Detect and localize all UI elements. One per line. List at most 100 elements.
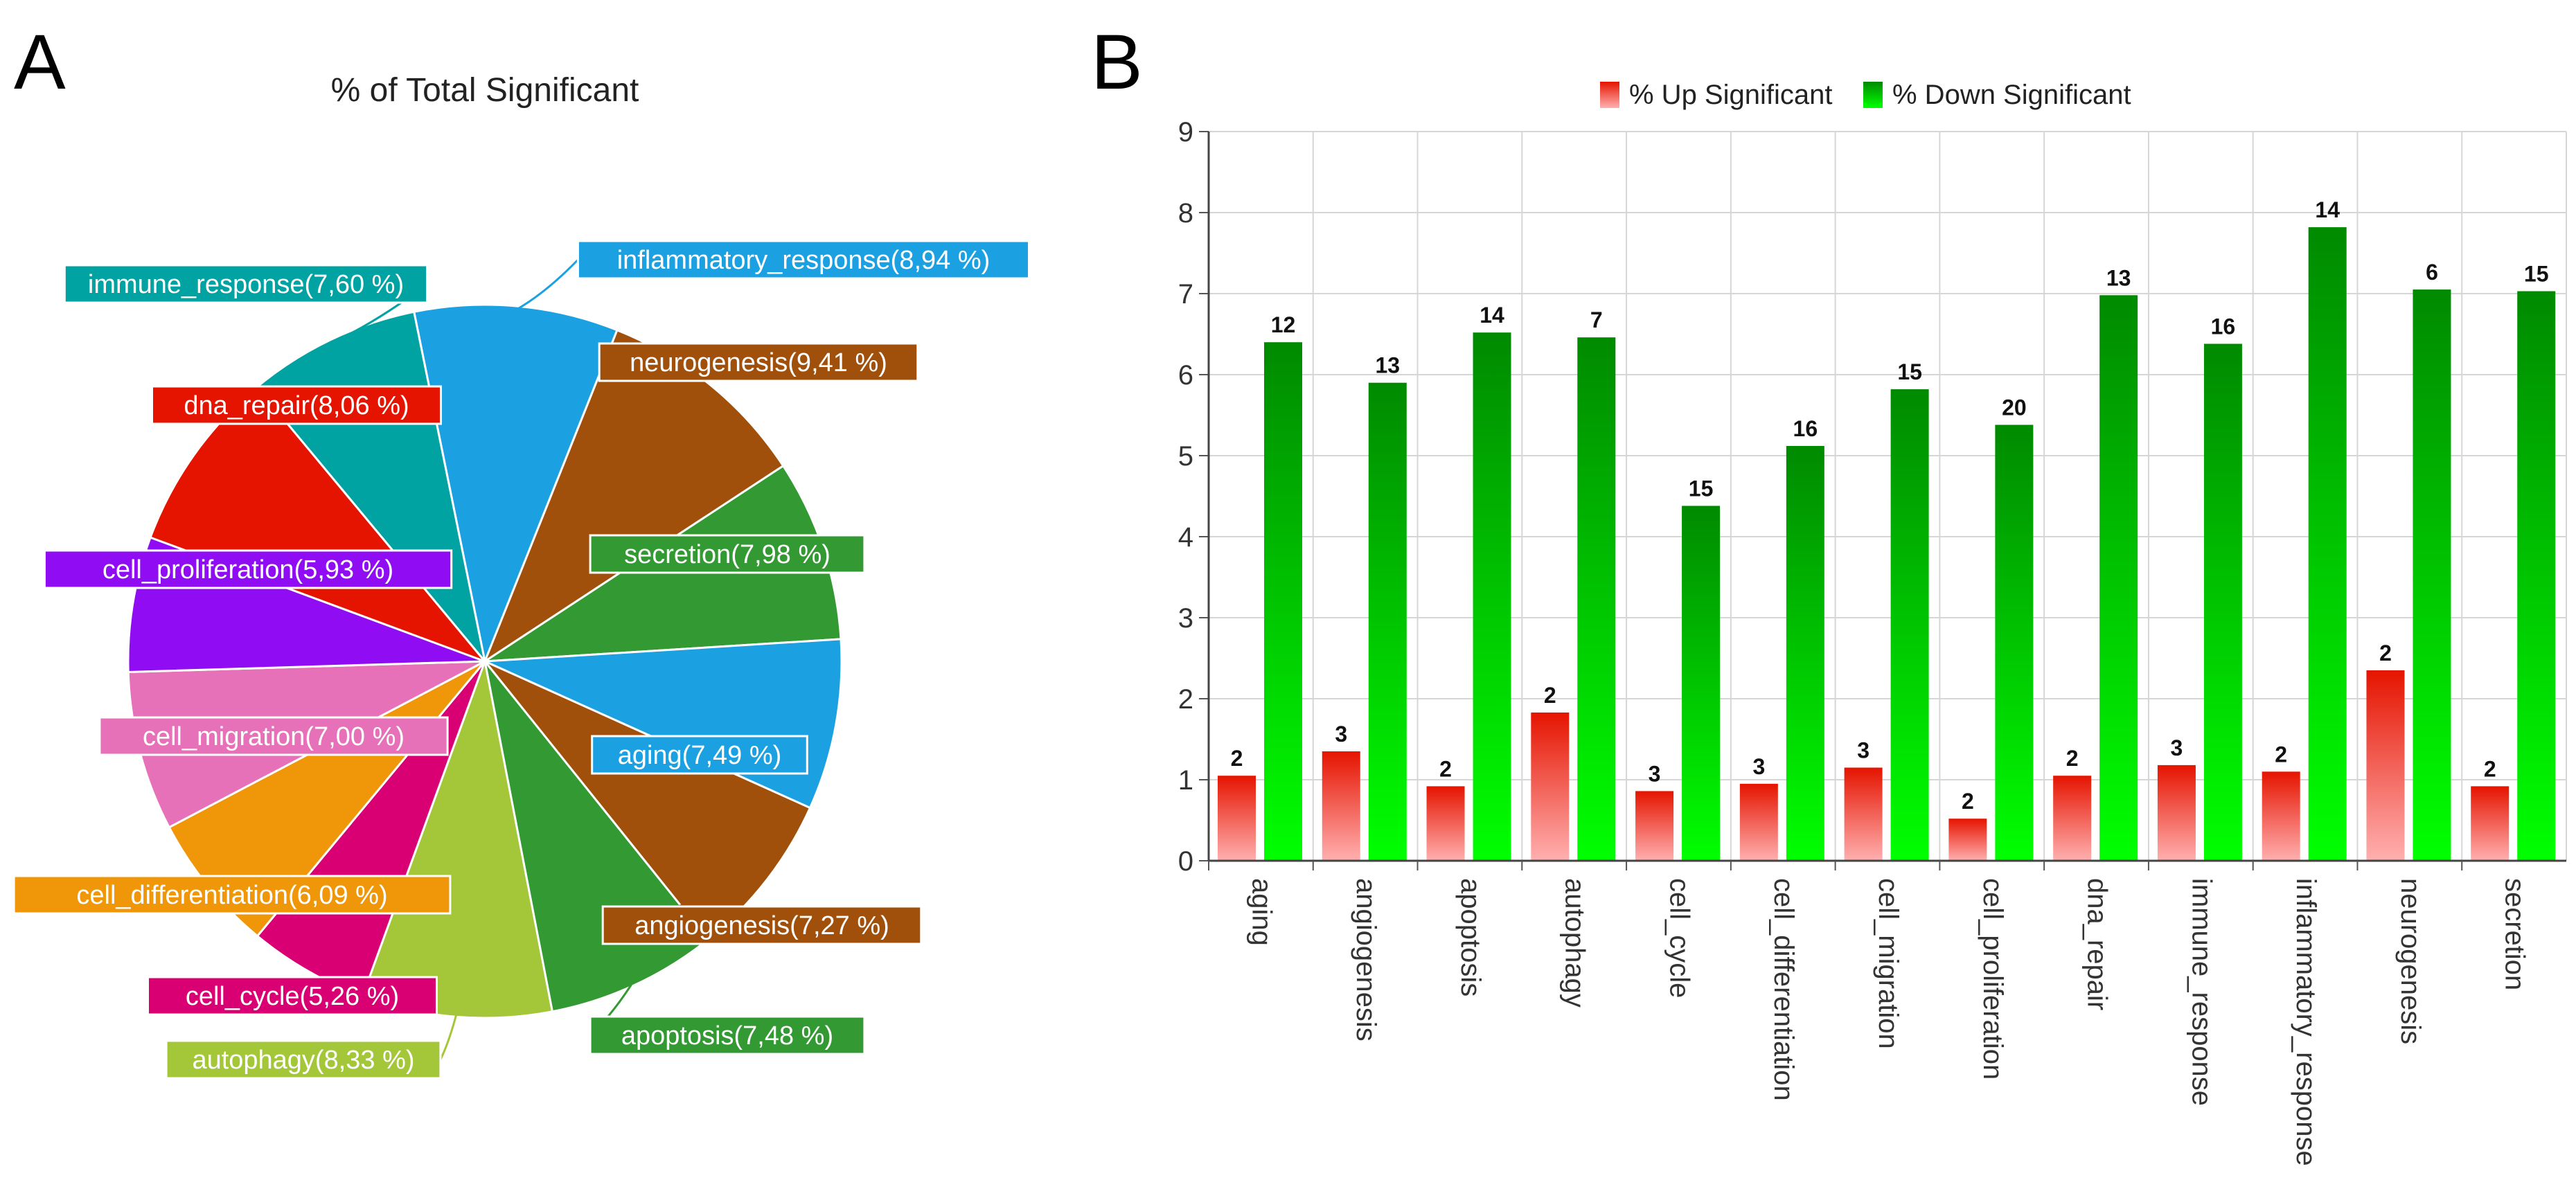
bar-up-angiogenesis	[1322, 751, 1360, 861]
pie-label-box	[589, 1015, 866, 1055]
y-tick-label: 6	[1178, 360, 1193, 391]
pie-label-box	[63, 264, 429, 304]
pie-label-apoptosis: apoptosis(7,48 %)	[589, 1015, 866, 1055]
pie-label-cell-differentiation: cell_differentiation(6,09 %)	[12, 875, 452, 915]
legend-item-up: % Up Significant	[1600, 80, 1832, 110]
pie-leader-autophagy	[439, 1013, 458, 1060]
bar-value-label: 2	[1962, 789, 1974, 814]
bar-value-label: 2	[2379, 641, 2392, 665]
bar-x-axis-ticks: aging angiogenesis apoptosis autophagy cell_…	[1208, 861, 2530, 1166]
pie-title: % of Total Significant	[331, 72, 639, 109]
bar-down-angiogenesis	[1368, 382, 1407, 861]
bar-value-label: 3	[1752, 754, 1765, 779]
bar-value-label: 2	[1231, 746, 1243, 771]
pie-label-cell-cycle: cell_cycle(5,26 %)	[147, 976, 438, 1016]
bar-value-label: 16	[2211, 314, 2236, 339]
bar-up-immune-response	[2157, 765, 2196, 861]
pie-label-immune-response: immune_response(7,60 %)	[63, 264, 429, 304]
pie-label-cell-proliferation: cell_proliferation(5,93 %)	[43, 549, 453, 589]
x-tick-label-inflammatory-response: inflammatory_response	[2291, 878, 2321, 1166]
x-tick-label-cell-proliferation: cell_proliferation	[1978, 878, 2008, 1080]
bar-y-axis-ticks: 0 1 2 3 4 5 6 7 8 9	[1178, 117, 1209, 877]
bar-value-label: 2	[2484, 756, 2496, 781]
bar-gridlines	[1208, 131, 2567, 861]
pie-label-box	[591, 735, 808, 775]
bar-value-label: 3	[1649, 761, 1661, 786]
y-tick-label: 4	[1178, 522, 1193, 553]
legend-swatch	[1600, 82, 1619, 108]
x-tick-label-aging: aging	[1246, 878, 1277, 946]
x-tick-label-angiogenesis: angiogenesis	[1351, 878, 1381, 1042]
y-tick-label: 1	[1178, 765, 1193, 796]
y-tick-label: 7	[1178, 279, 1193, 310]
x-tick-label-autophagy: autophagy	[1560, 878, 1590, 1008]
pie-label-text: aging(7,49 %)	[618, 741, 782, 770]
bar-value-label: 13	[1375, 353, 1400, 378]
bar-value-label: 2	[1439, 756, 1452, 781]
pie-label-text: cell_cycle(5,26 %)	[186, 982, 399, 1011]
pie-label-text: angiogenesis(7,27 %)	[634, 911, 889, 940]
pie-label-text: neurogenesis(9,41 %)	[630, 348, 887, 377]
pie-label-text: apoptosis(7,48 %)	[621, 1021, 833, 1051]
bar-value-label: 15	[2524, 262, 2549, 287]
bar-up-aging	[1218, 776, 1256, 861]
y-tick-label: 5	[1178, 441, 1193, 472]
bar-down-neurogenesis	[2413, 289, 2451, 861]
pie-label-text: cell_migration(7,00 %)	[143, 722, 405, 751]
pie-chart: % of Total Significant inflammatory_resp…	[12, 72, 1030, 1080]
bar-value-label: 14	[1480, 303, 1504, 328]
bar-down-aging	[1264, 342, 1302, 861]
bar-down-dna-repair	[2099, 295, 2138, 861]
pie-label-dna-repair: dna_repair(8,06 %)	[151, 385, 442, 425]
pie-label-box	[151, 385, 442, 425]
bar-value-label: 6	[2426, 260, 2438, 285]
x-tick-label-cell-differentiation: cell_differentiation	[1768, 878, 1799, 1101]
bar-down-apoptosis	[1473, 332, 1511, 861]
bar-down-cell-cycle	[1682, 506, 1721, 861]
bar-up-cell-cycle	[1635, 791, 1674, 861]
pie-label-text: dna_repair(8,06 %)	[184, 391, 409, 420]
bar-value-label: 2	[2066, 746, 2079, 771]
bar-value-label: 15	[1689, 476, 1714, 501]
bar-chart: % Up Significant% Down Significant 01234…	[1178, 80, 2567, 1166]
bar-value-label: 2	[1544, 683, 1556, 708]
pie-label-box	[147, 976, 438, 1016]
pie-labels: inflammatory_response(8,94 %) neurogenesi…	[12, 240, 1030, 1080]
bar-value-label: 14	[2315, 197, 2340, 222]
pie-label-box	[12, 875, 452, 915]
bar-up-apoptosis	[1426, 786, 1465, 861]
bar-up-cell-migration	[1844, 767, 1883, 861]
pie-label-autophagy: autophagy(8,33 %)	[165, 1039, 442, 1080]
bar-down-cell-proliferation	[1995, 424, 2034, 861]
pie-label-inflammatory-response: inflammatory_response(8,94 %)	[576, 240, 1030, 280]
bar-value-label: 15	[1897, 359, 1922, 384]
pie-label-box	[98, 716, 449, 756]
bar-up-neurogenesis	[2366, 670, 2405, 861]
pie-label-box	[601, 905, 923, 945]
pie-leader-inflammatory-response	[516, 258, 579, 311]
bar-down-cell-migration	[1890, 389, 1929, 861]
legend-label: % Up Significant	[1629, 80, 1832, 110]
panel-b-letter: B	[1091, 19, 1143, 105]
pie-label-text: inflammatory_response(8,94 %)	[617, 246, 991, 275]
bar-down-immune-response	[2203, 343, 2242, 861]
y-tick-label: 0	[1178, 846, 1193, 877]
bar-legend: % Up Significant % Down Significant	[1600, 80, 2131, 110]
x-tick-label-secretion: secretion	[2500, 878, 2530, 990]
y-tick-label: 2	[1178, 684, 1193, 715]
x-tick-label-immune-response: immune_response	[2186, 878, 2217, 1106]
pie-slice-inflammatory-response	[412, 303, 619, 665]
bar-up-dna-repair	[2053, 776, 2092, 861]
pie-label-text: cell_proliferation(5,93 %)	[103, 555, 393, 584]
x-tick-label-dna-repair: dna_repair	[2082, 878, 2113, 1010]
pie-label-box	[43, 549, 453, 589]
pie-label-box	[576, 240, 1030, 280]
pie-label-box	[598, 342, 919, 382]
panel-a-letter: A	[14, 19, 66, 105]
bar-value-label: 12	[1271, 312, 1296, 337]
pie-slice-neurogenesis	[482, 328, 785, 664]
pie-label-aging: aging(7,49 %)	[591, 735, 808, 775]
bar-value-label: 3	[1335, 722, 1347, 747]
bar-down-inflammatory-response	[2308, 227, 2347, 861]
